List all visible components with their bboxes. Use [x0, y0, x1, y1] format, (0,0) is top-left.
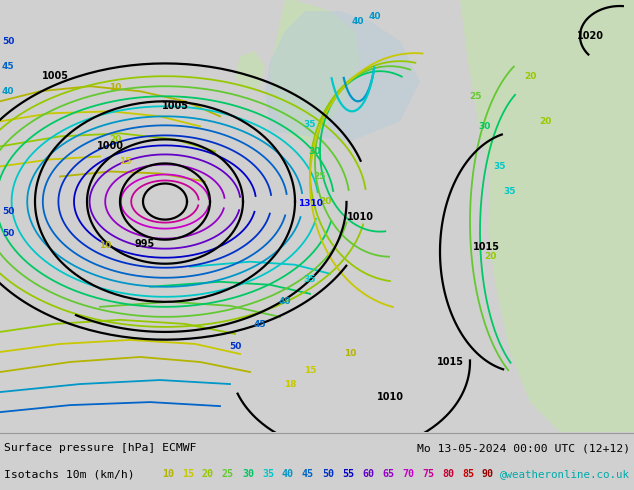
Text: 45: 45 — [2, 62, 15, 71]
Text: 30: 30 — [479, 122, 491, 131]
Text: 40: 40 — [282, 469, 294, 479]
Polygon shape — [270, 0, 360, 142]
Text: 70: 70 — [402, 469, 414, 479]
Text: 40: 40 — [2, 87, 14, 96]
Text: Mo 13-05-2024 00:00 UTC (12+12): Mo 13-05-2024 00:00 UTC (12+12) — [417, 443, 630, 453]
Text: 10: 10 — [162, 469, 174, 479]
Polygon shape — [265, 11, 420, 142]
Text: Isotachs 10m (km/h): Isotachs 10m (km/h) — [4, 469, 134, 479]
Text: 15: 15 — [119, 157, 131, 166]
Polygon shape — [460, 0, 634, 432]
Text: 30: 30 — [309, 147, 321, 156]
Text: 1010: 1010 — [377, 392, 403, 402]
Text: 50: 50 — [322, 469, 334, 479]
Text: 35: 35 — [494, 162, 507, 171]
Text: 65: 65 — [382, 469, 394, 479]
Text: @weatheronline.co.uk: @weatheronline.co.uk — [500, 469, 630, 479]
Text: 45: 45 — [302, 469, 314, 479]
Text: Surface pressure [hPa] ECMWF: Surface pressure [hPa] ECMWF — [4, 443, 197, 453]
Text: 30: 30 — [242, 469, 254, 479]
Text: 20: 20 — [524, 72, 536, 81]
Text: 25: 25 — [469, 92, 481, 101]
Text: 20: 20 — [109, 135, 121, 144]
Text: 60: 60 — [362, 469, 374, 479]
Text: 50: 50 — [2, 229, 14, 238]
Text: 35: 35 — [504, 187, 516, 196]
Text: 50: 50 — [229, 343, 241, 351]
Text: 18: 18 — [284, 380, 296, 389]
Text: 10: 10 — [344, 349, 356, 359]
Text: 1000: 1000 — [96, 142, 124, 151]
Text: 15: 15 — [182, 469, 194, 479]
Text: 40: 40 — [352, 17, 365, 25]
Text: 50: 50 — [2, 207, 14, 216]
Text: 10: 10 — [99, 241, 111, 250]
Text: 40: 40 — [369, 12, 381, 21]
Text: 35: 35 — [262, 469, 274, 479]
Text: 20: 20 — [539, 117, 551, 126]
Text: 35: 35 — [304, 275, 316, 284]
Text: 15: 15 — [304, 366, 316, 374]
Text: 20: 20 — [484, 252, 496, 261]
Text: 10: 10 — [109, 83, 121, 92]
Text: 995: 995 — [135, 239, 155, 248]
Polygon shape — [235, 51, 265, 91]
Text: 25: 25 — [222, 469, 234, 479]
Text: 85: 85 — [462, 469, 474, 479]
Text: 80: 80 — [442, 469, 454, 479]
Text: 1015: 1015 — [436, 357, 463, 367]
Text: 1005: 1005 — [162, 101, 188, 111]
Text: 25: 25 — [314, 172, 327, 181]
Text: 1015: 1015 — [472, 242, 500, 252]
Text: 55: 55 — [342, 469, 354, 479]
Text: 20: 20 — [202, 469, 214, 479]
Text: 90: 90 — [482, 469, 494, 479]
Text: 40: 40 — [279, 297, 291, 306]
Text: 45: 45 — [254, 320, 266, 329]
Text: 75: 75 — [422, 469, 434, 479]
Text: 50: 50 — [2, 37, 14, 46]
Text: 20: 20 — [319, 197, 331, 206]
Text: 35: 35 — [304, 120, 316, 129]
Text: 1310: 1310 — [297, 199, 323, 208]
Text: 1010: 1010 — [347, 212, 373, 221]
Text: 1020: 1020 — [576, 31, 604, 41]
Text: 1005: 1005 — [41, 71, 68, 81]
